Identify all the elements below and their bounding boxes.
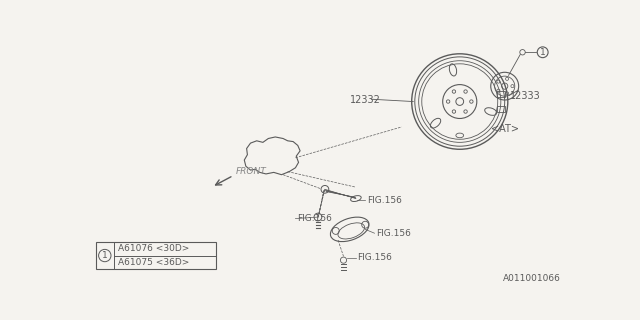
Text: FIG.156: FIG.156 (367, 196, 402, 204)
Text: A61076 <30D>: A61076 <30D> (118, 244, 189, 253)
Text: <AT>: <AT> (491, 124, 519, 134)
Bar (497, 106, 505, 112)
Text: A61075 <36D>: A61075 <36D> (118, 258, 189, 267)
Text: 1: 1 (102, 251, 108, 260)
Bar (497, 91, 505, 97)
Bar (95, 242, 216, 269)
Text: FIG.156: FIG.156 (358, 253, 392, 262)
Text: FIG.156: FIG.156 (376, 229, 411, 238)
Text: 12333: 12333 (510, 91, 541, 101)
Text: FIG.156: FIG.156 (297, 214, 332, 223)
Text: 1: 1 (540, 48, 545, 57)
Text: 12332: 12332 (349, 95, 381, 105)
Text: FRONT: FRONT (236, 167, 266, 176)
Text: A011001066: A011001066 (502, 274, 561, 283)
